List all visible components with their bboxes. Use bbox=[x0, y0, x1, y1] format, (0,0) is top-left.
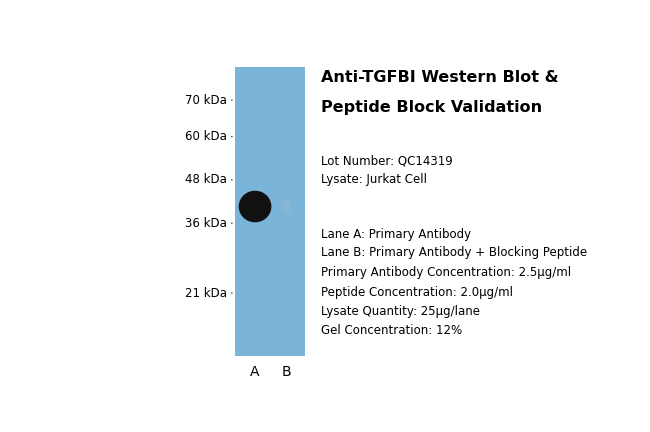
Text: Peptide Concentration: 2.0μg/ml: Peptide Concentration: 2.0μg/ml bbox=[320, 286, 513, 299]
Text: Primary Antibody Concentration: 2.5μg/ml: Primary Antibody Concentration: 2.5μg/ml bbox=[320, 267, 571, 280]
Text: 48 kDa: 48 kDa bbox=[185, 173, 227, 186]
Text: Lane A: Primary Antibody: Lane A: Primary Antibody bbox=[320, 228, 471, 241]
Text: Peptide Block Validation: Peptide Block Validation bbox=[320, 100, 541, 115]
Text: Lane B: Primary Antibody + Blocking Peptide: Lane B: Primary Antibody + Blocking Pept… bbox=[320, 246, 587, 260]
Text: 36 kDa: 36 kDa bbox=[185, 217, 227, 230]
Ellipse shape bbox=[282, 199, 291, 214]
Text: B: B bbox=[282, 365, 292, 379]
Text: Lysate Quantity: 25μg/lane: Lysate Quantity: 25μg/lane bbox=[320, 305, 480, 318]
Ellipse shape bbox=[239, 191, 272, 222]
Text: Gel Concentration: 12%: Gel Concentration: 12% bbox=[320, 324, 462, 337]
Text: Lot Number: QC14319: Lot Number: QC14319 bbox=[320, 155, 452, 168]
Text: 70 kDa: 70 kDa bbox=[185, 94, 227, 107]
Text: 60 kDa: 60 kDa bbox=[185, 130, 227, 143]
Text: Anti-TGFBI Western Blot &: Anti-TGFBI Western Blot & bbox=[320, 70, 558, 85]
Text: Lysate: Jurkat Cell: Lysate: Jurkat Cell bbox=[320, 173, 426, 186]
Bar bbox=[235, 67, 306, 356]
Text: 21 kDa: 21 kDa bbox=[185, 286, 227, 299]
Text: A: A bbox=[250, 365, 260, 379]
